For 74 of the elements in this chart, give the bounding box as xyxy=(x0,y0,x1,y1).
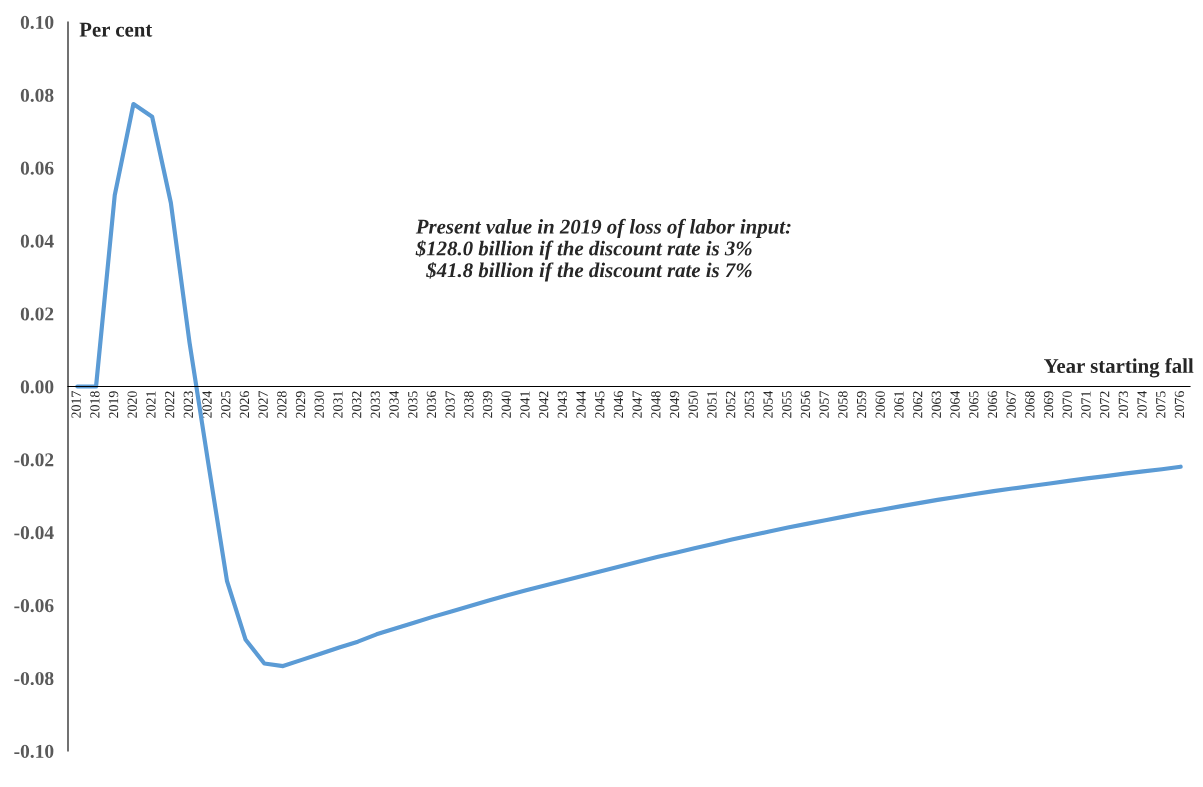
x-tick-label: 2019 xyxy=(108,391,119,418)
x-tick-label: 2029 xyxy=(295,391,306,418)
x-tick-label: 2071 xyxy=(1081,391,1091,418)
x-tick-label: 2030 xyxy=(314,391,324,418)
x-tick-label: 2033 xyxy=(370,391,381,418)
x-tick-label: 2028 xyxy=(277,391,287,418)
x-tick-label: 2034 xyxy=(389,390,399,418)
x-tick-label: 2023 xyxy=(183,391,194,418)
x-tick-label: 2060 xyxy=(875,391,885,418)
y-tick-label: 0.10 xyxy=(20,15,54,30)
x-tick-label: 2055 xyxy=(782,391,792,418)
x-tick-label: 2056 xyxy=(800,391,811,418)
x-tick-label: 2072 xyxy=(1099,391,1110,418)
x-tick-label: 2064 xyxy=(950,390,960,418)
y-tick-label: 0.06 xyxy=(20,161,54,175)
x-tick-label: 2045 xyxy=(595,391,605,418)
x-tick-label: 2075 xyxy=(1156,391,1166,418)
y-tick-label: -0.10 xyxy=(14,744,54,759)
x-tick-label: 2038 xyxy=(464,391,474,418)
x-tick-label: 2025 xyxy=(221,391,231,418)
x-tick-label: 2057 xyxy=(819,391,829,418)
y-tick-label: -0.02 xyxy=(14,453,54,467)
y-tick-label: 0.08 xyxy=(20,88,54,102)
x-tick-label: 2032 xyxy=(351,391,362,418)
x-tick-label: 2018 xyxy=(90,391,100,418)
y-tick-label: 0.04 xyxy=(20,234,54,248)
x-tick-label: 2039 xyxy=(482,391,493,418)
annotation: Present value in 2019 of loss of labor input: $128.0 billion if the discount rate is 3% $41.8 billion if the discount rate is 7% xyxy=(415,218,791,282)
x-tick-label: 2022 xyxy=(164,391,175,418)
x-tick-label: 2070 xyxy=(1062,391,1072,418)
x-tick-label: 2061 xyxy=(894,391,904,418)
x-tick-label: 2026 xyxy=(239,391,250,418)
x-tick-label: 2035 xyxy=(408,391,418,418)
x-tick-label: 2054 xyxy=(763,390,773,418)
x-tick-label: 2073 xyxy=(1118,391,1129,418)
x-tick-label: 2024 xyxy=(202,390,212,418)
x-tick-label: 2021 xyxy=(146,391,156,418)
y-tick-label: -0.06 xyxy=(14,599,54,613)
x-tick-label: 2066 xyxy=(987,391,998,418)
x-tick-label: 2046 xyxy=(613,391,624,418)
x-tick-label: 2049 xyxy=(669,391,680,418)
x-tick-label: 2067 xyxy=(1006,391,1016,418)
y-tick-label: -0.04 xyxy=(14,526,54,540)
x-tick-label: 2048 xyxy=(651,391,661,418)
y-tick-label: 0.00 xyxy=(20,380,54,394)
y-tick-label: -0.08 xyxy=(14,671,54,686)
x-tick-label: 2031 xyxy=(333,391,343,418)
x-tick-label: 2036 xyxy=(426,391,437,418)
x-tick-label: 2053 xyxy=(744,391,755,418)
y-axis-title: Per cent xyxy=(79,22,153,37)
x-tick-label: 2041 xyxy=(520,391,530,418)
x-tick-label: 2037 xyxy=(445,391,455,418)
x-tick-label: 2068 xyxy=(1025,391,1035,418)
x-tick-label: 2052 xyxy=(725,391,736,418)
x-tick-label: 2020 xyxy=(127,391,137,418)
x-axis-title: Year starting fall xyxy=(1044,358,1194,378)
x-tick-label: 2017 xyxy=(71,391,81,418)
x-tick-label: 2050 xyxy=(688,391,698,418)
y-tick-label: 0.02 xyxy=(20,307,54,321)
x-tick-label: 2043 xyxy=(557,391,568,418)
x-tick-label: 2042 xyxy=(538,391,549,418)
x-tick-label: 2040 xyxy=(501,391,511,418)
x-tick-label: 2076 xyxy=(1174,391,1185,418)
x-tick-label: 2044 xyxy=(576,390,586,418)
x-tick-label: 2059 xyxy=(856,391,867,418)
x-tick-label: 2074 xyxy=(1137,390,1147,418)
x-tick-label: 2069 xyxy=(1043,391,1054,418)
x-tick-label: 2047 xyxy=(632,391,642,418)
x-tick-label: 2027 xyxy=(258,391,268,418)
x-tick-label: 2065 xyxy=(969,391,979,418)
x-tick-label: 2063 xyxy=(931,391,942,418)
x-tick-label: 2051 xyxy=(707,391,717,418)
x-tick-label: 2062 xyxy=(912,391,923,418)
x-tick-label: 2058 xyxy=(838,391,848,418)
